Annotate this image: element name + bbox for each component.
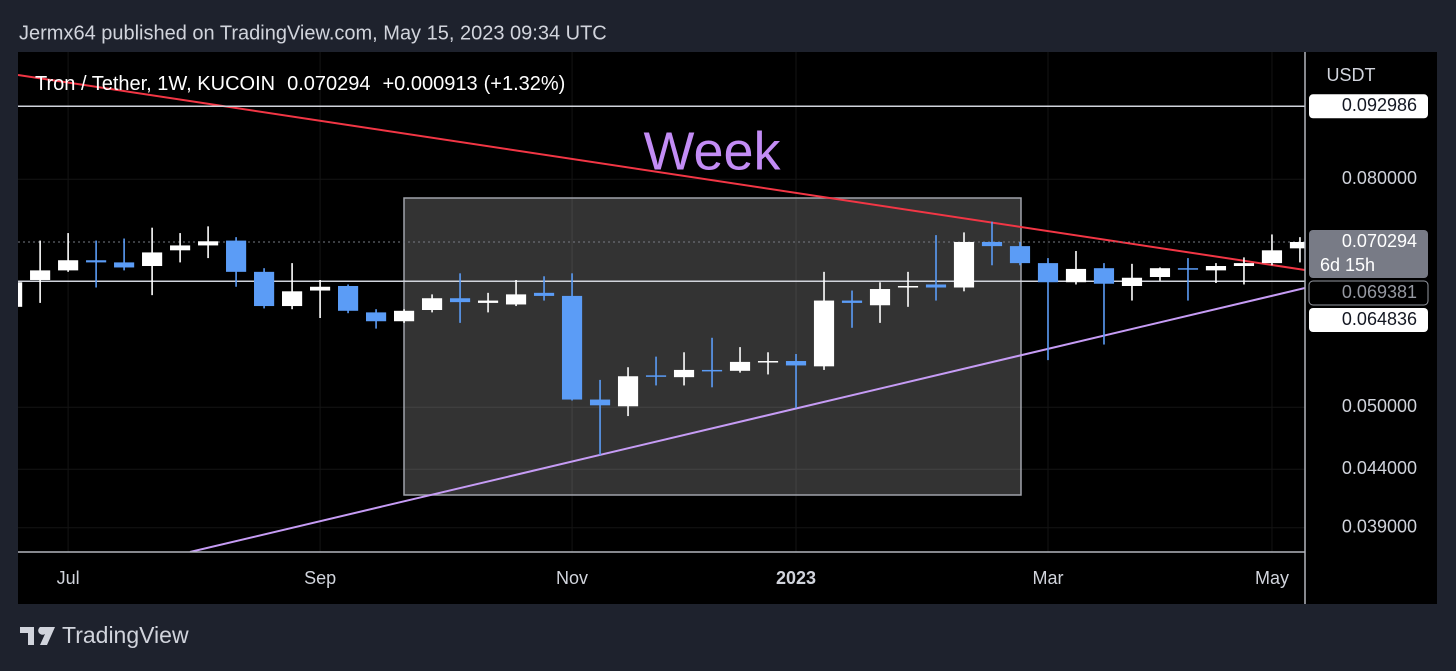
candle-body [673, 369, 695, 378]
candle-body [1093, 268, 1115, 284]
candle-body [1065, 268, 1087, 283]
price-label-box [1309, 308, 1428, 333]
candle-body [1233, 263, 1255, 267]
candle-body [393, 310, 415, 322]
candle-body [953, 241, 975, 288]
x-tick-label: Jul [57, 568, 80, 588]
candle-body [198, 241, 219, 246]
candle-body [338, 285, 359, 311]
candle-body [1009, 246, 1031, 264]
legend-last: 0.070294 [287, 73, 370, 95]
price-label: 0.069381 [1342, 282, 1417, 302]
x-tick-label: 2023 [776, 568, 816, 588]
candle-body [142, 252, 163, 267]
header: Jermx64 published on TradingView.com, Ma… [19, 22, 607, 44]
price-label-box [1308, 280, 1429, 306]
candle-body [1261, 250, 1283, 264]
y-tick-label: 0.039000 [1342, 517, 1417, 537]
currency: USDT [1327, 65, 1376, 85]
candle-body [841, 300, 863, 303]
candle-body [1037, 263, 1059, 283]
legend-symbol: Tron / Tether, 1W, KUCOIN [35, 73, 275, 95]
trend-line-purple [189, 287, 1305, 552]
candle-body [589, 399, 611, 406]
candle-body [981, 241, 1003, 247]
legend-change-pct: (+1.32%) [484, 73, 566, 95]
footer: TradingView [62, 622, 189, 648]
candle-body [645, 375, 667, 377]
candle-body [505, 294, 527, 305]
candle-body [1149, 268, 1171, 278]
legend: Tron / Tether, 1W, KUCOIN 0.070294 +0.0009… [35, 73, 565, 95]
candle-body [58, 260, 79, 271]
price-label-box [1309, 230, 1428, 279]
chart-area [18, 52, 1437, 604]
candle-body [729, 361, 751, 371]
candle-body [1121, 277, 1143, 286]
candle-body [226, 240, 247, 272]
candle-body [477, 300, 499, 303]
candle-body [18, 282, 23, 307]
price-label: 0.064836 [1342, 309, 1417, 329]
candle-body [757, 361, 779, 363]
candle-body [561, 295, 583, 400]
y-tick-label: 0.050000 [1342, 396, 1417, 416]
price-label-box [1309, 94, 1428, 119]
candle-body [701, 369, 723, 372]
x-tick-label: Sep [304, 568, 336, 588]
candle-body [897, 285, 919, 288]
candle-body [1205, 266, 1227, 271]
y-tick-label: 0.044000 [1342, 458, 1417, 478]
annotation: Week [643, 121, 781, 181]
candle-body [617, 376, 639, 407]
candle-body [30, 270, 51, 280]
x-tick-label: May [1255, 568, 1289, 588]
price-label: 0.070294 [1342, 231, 1417, 251]
axes: 0.080000 0.050000 0.044000 0.039000 Jul Sep No… [57, 94, 1429, 588]
logo: TradingView [20, 622, 189, 648]
candle-body [1289, 242, 1305, 249]
legend-change: +0.000913 [383, 73, 478, 95]
candle-body [421, 298, 443, 310]
candle-body [114, 262, 135, 268]
candle-body [282, 291, 303, 307]
candle-body [310, 286, 331, 291]
candle-body [449, 298, 471, 303]
candle-body [533, 292, 555, 296]
x-tick-label: Nov [556, 568, 588, 588]
logo-icon [20, 627, 55, 645]
candle-body [869, 289, 891, 306]
price-lines [18, 105, 1305, 282]
candle-body [785, 361, 807, 366]
candle-body [254, 271, 275, 307]
y-tick-label: 0.080000 [1342, 168, 1417, 188]
candle-body [925, 284, 947, 288]
candle-body [170, 245, 191, 251]
candle-body [813, 300, 835, 367]
x-tick-label: Mar [1032, 568, 1063, 588]
candle-body [365, 312, 387, 322]
price-label: 0.092986 [1342, 95, 1417, 115]
candles [18, 221, 1305, 456]
trend-line-red [18, 74, 1305, 271]
candle-body [1177, 268, 1199, 270]
candle-body [86, 260, 107, 263]
countdown: 6d 15h [1320, 255, 1375, 275]
